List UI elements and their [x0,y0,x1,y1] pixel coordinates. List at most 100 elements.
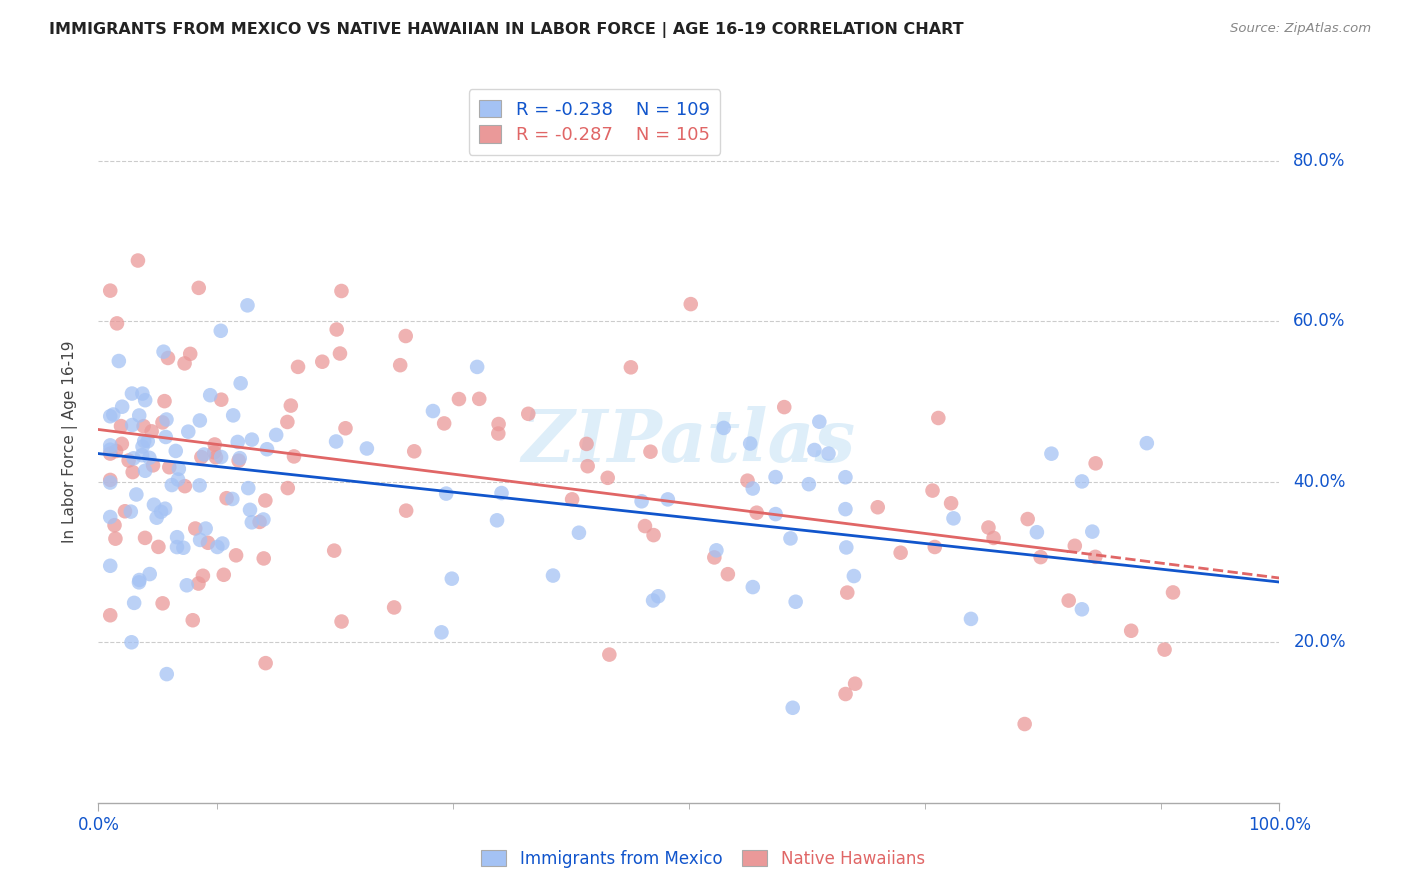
Point [808,415,831,429]
Point [404,444,426,458]
Point [228,453,250,467]
Text: 60.0%: 60.0% [1294,312,1346,330]
Point [111,400,134,414]
Point [817,447,839,461]
Point [238,481,260,495]
Point [132,419,155,434]
Point [138,450,160,465]
Point [330,284,353,298]
Point [1084,549,1107,564]
Point [98,284,121,298]
Point [240,516,263,530]
Point [145,510,167,524]
Point [1081,524,1104,539]
Point [782,700,804,714]
Point [173,356,195,370]
Point [98,442,121,457]
Point [131,440,153,454]
Point [108,354,131,368]
Point [222,409,245,423]
Point [1121,624,1143,638]
Point [264,428,287,442]
Point [152,416,174,430]
Point [1014,717,1036,731]
Point [98,608,121,623]
Point [325,322,347,336]
Point [329,346,352,360]
Point [785,595,807,609]
Point [960,612,983,626]
Point [215,491,238,506]
Point [598,648,620,662]
Point [121,417,143,432]
Point [225,549,247,563]
Point [256,442,278,457]
Point [121,386,143,401]
Point [105,317,128,331]
Point [202,445,225,459]
Point [835,541,858,555]
Point [330,615,353,629]
Point [191,568,214,582]
Point [325,434,347,449]
Point [1057,593,1080,607]
Point [939,496,962,510]
Point [103,518,125,533]
Point [103,408,125,422]
Point [834,470,856,484]
Point [740,436,762,450]
Point [236,298,259,312]
Point [1029,550,1052,565]
Point [643,528,665,542]
Point [153,501,176,516]
Point [1025,525,1047,540]
Point [596,471,619,485]
Point [737,474,759,488]
Point [205,450,228,465]
Point [121,465,143,479]
Point [741,580,763,594]
Point [167,473,190,487]
Point [679,297,702,311]
Point [834,687,856,701]
Point [229,451,252,466]
Point [641,593,664,607]
Point [1070,602,1092,616]
Point [153,394,176,409]
Point [134,464,156,478]
Text: Source: ZipAtlas.com: Source: ZipAtlas.com [1230,22,1371,36]
Point [98,475,121,490]
Point [181,613,204,627]
Point [890,546,912,560]
Text: IMMIGRANTS FROM MEXICO VS NATIVE HAWAIIAN IN LABOR FORCE | AGE 16-19 CORRELATION: IMMIGRANTS FROM MEXICO VS NATIVE HAWAIIA… [49,22,965,38]
Point [173,479,195,493]
Point [98,558,121,573]
Point [797,477,820,491]
Point [280,399,302,413]
Point [634,519,657,533]
Point [172,541,194,555]
Point [921,483,943,498]
Point [745,506,768,520]
Point [122,451,145,466]
Point [226,434,249,449]
Point [127,253,149,268]
Point [240,433,263,447]
Point [541,568,564,582]
Point [252,512,274,526]
Point [283,450,305,464]
Point [117,453,139,467]
Point [138,567,160,582]
Point [193,447,215,461]
Point [1136,436,1159,450]
Point [156,351,179,365]
Point [155,412,177,426]
Point [395,503,418,517]
Point [844,676,866,690]
Point [983,531,1005,545]
Point [1161,585,1184,599]
Point [114,504,136,518]
Point [620,360,643,375]
Point [98,473,121,487]
Point [837,585,859,599]
